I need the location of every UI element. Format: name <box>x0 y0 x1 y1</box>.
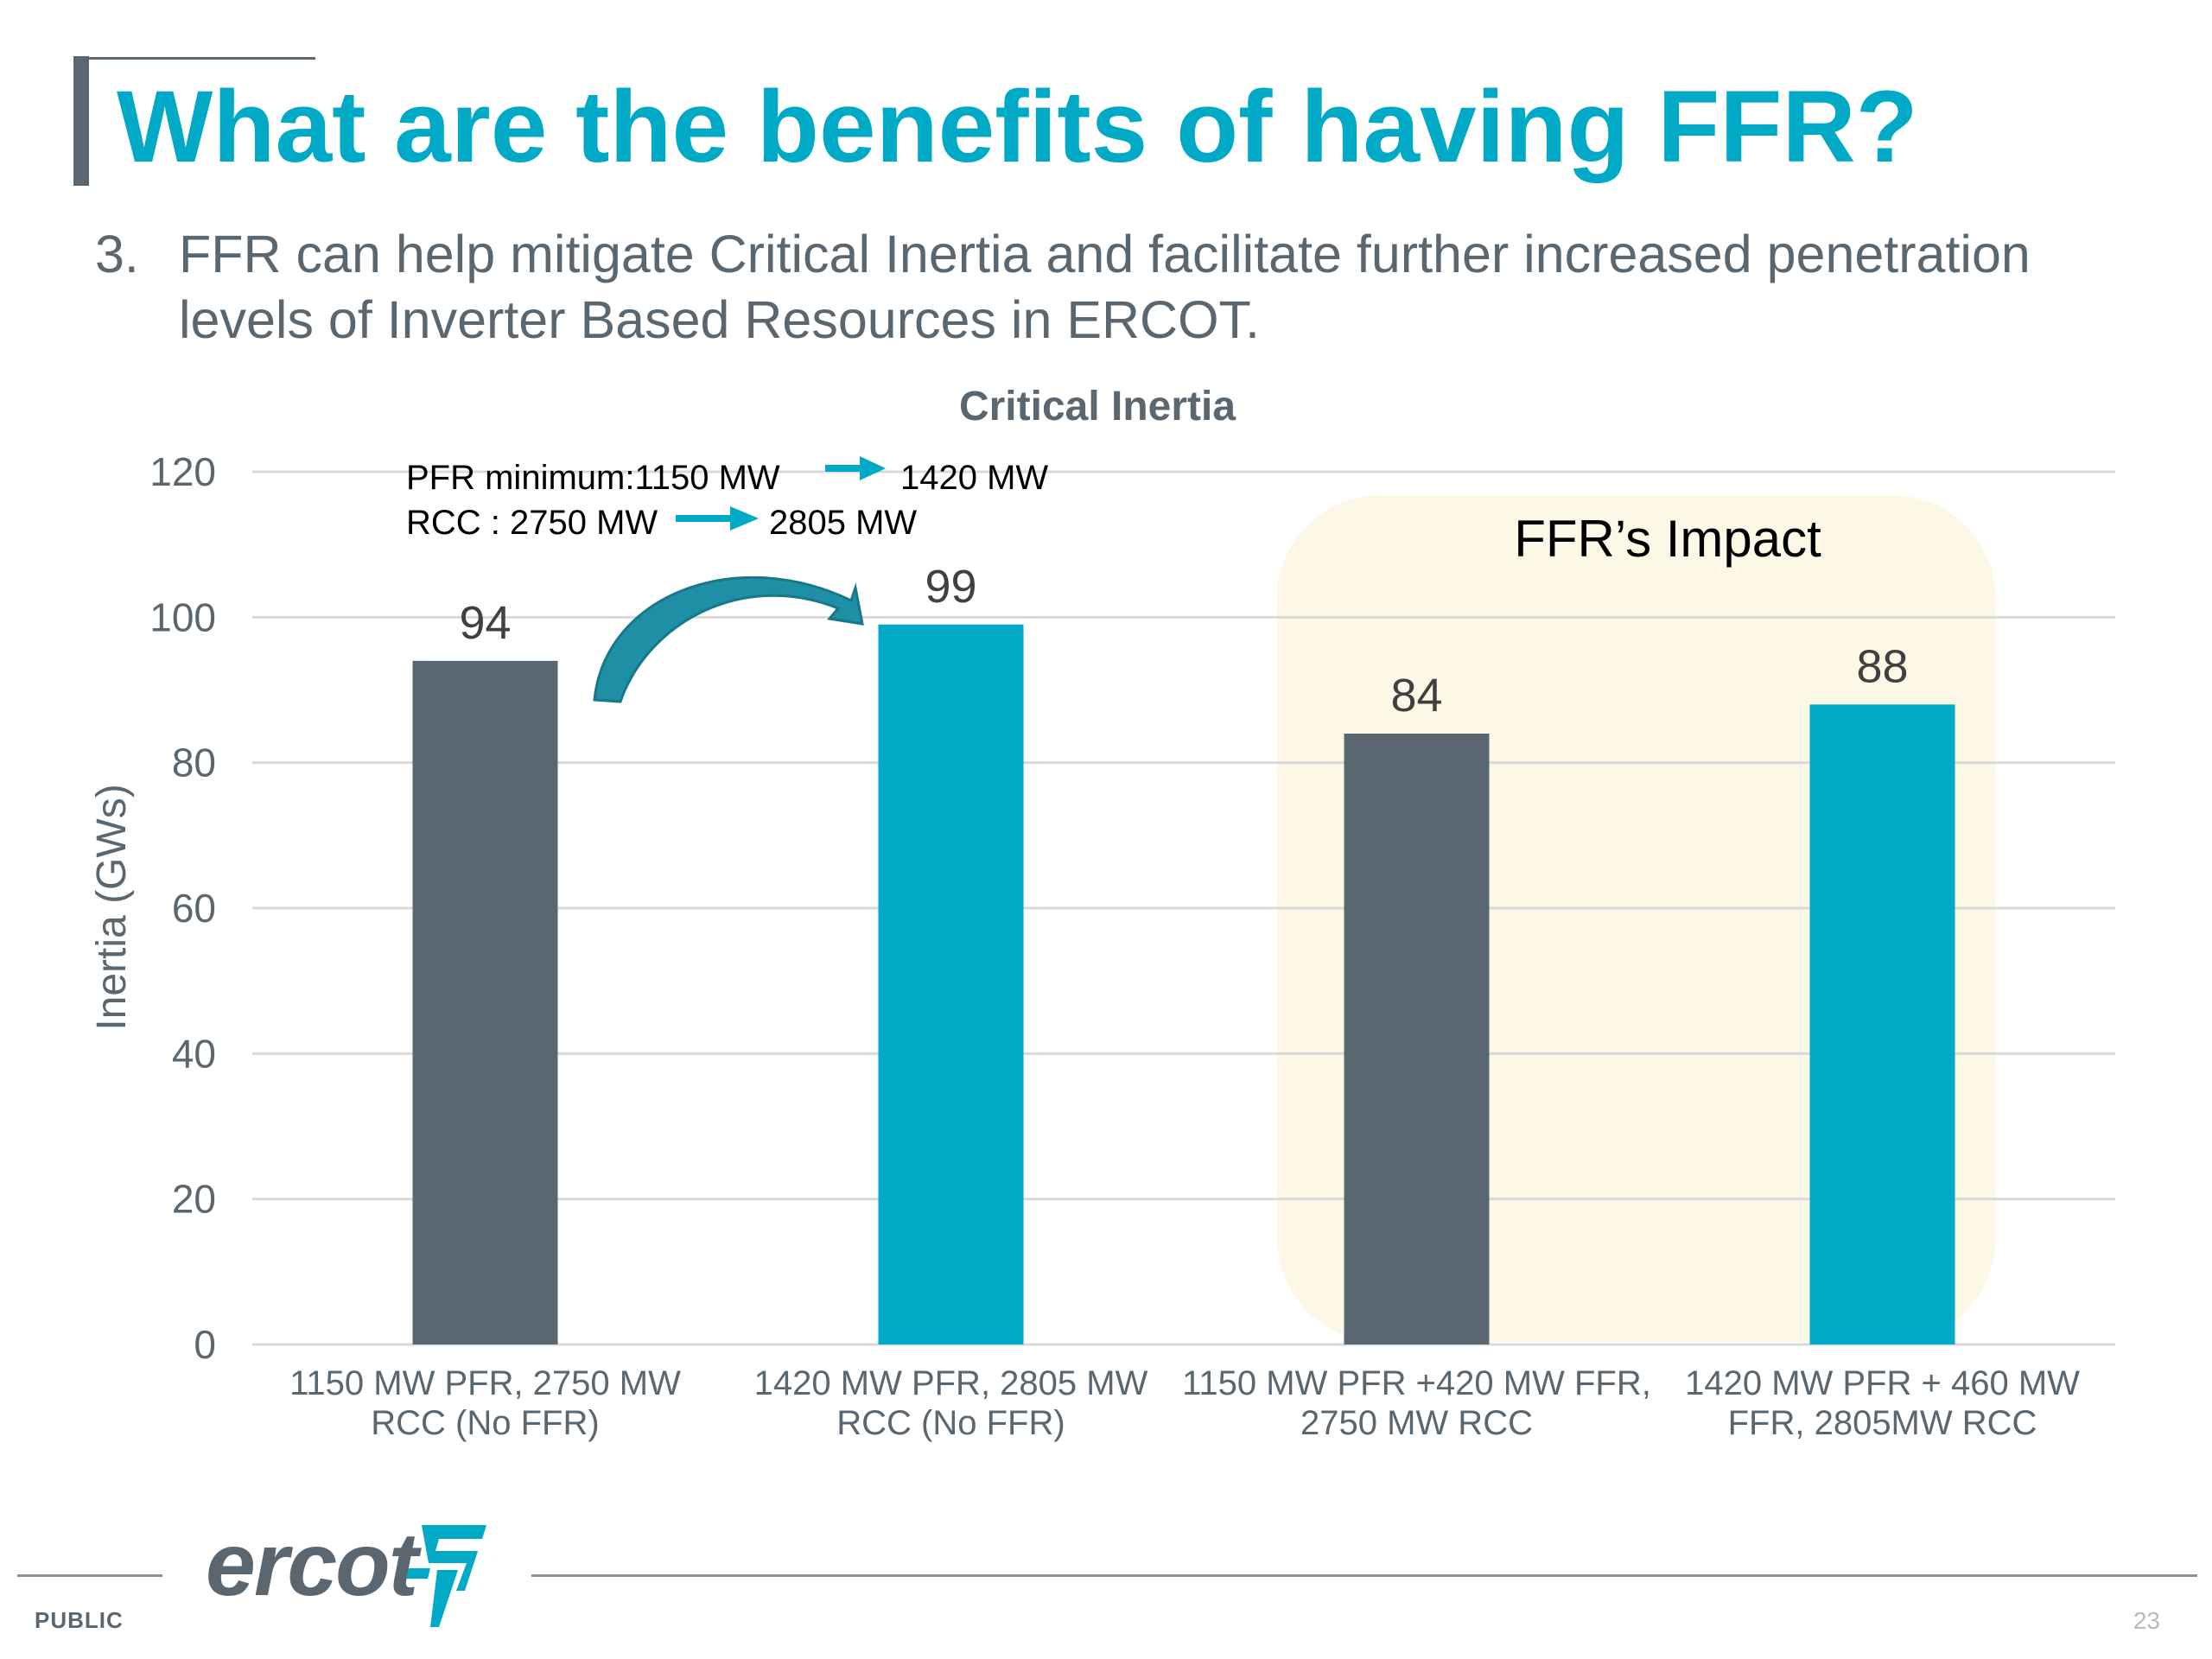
y-tick-label: 80 <box>172 741 216 785</box>
bullet-text: FFR can help mitigate Critical Inertia a… <box>179 225 2031 349</box>
pfr-arrow-head <box>860 456 886 480</box>
annotation-rcc-from: RCC : 2750 MW <box>406 504 658 542</box>
footer-divider-right <box>531 1574 2197 1577</box>
y-tick-label: 0 <box>194 1322 216 1367</box>
page-number: 23 <box>2133 1607 2160 1634</box>
x-tick-label: 1150 MW PFR, 2750 MW <box>289 1364 681 1402</box>
y-tick-label: 60 <box>172 886 216 931</box>
data-label: 88 <box>1856 640 1908 692</box>
bullet-point: 3. FFR can help mitigate Critical Inerti… <box>95 221 2082 353</box>
rcc-arrow-head <box>730 506 759 531</box>
classification-label: PUBLIC <box>35 1607 124 1633</box>
x-tick-label: RCC (No FFR) <box>371 1404 599 1442</box>
x-tick-label: 2750 MW RCC <box>1300 1404 1533 1442</box>
x-tick-label: RCC (No FFR) <box>836 1404 1065 1442</box>
bar <box>1809 704 1955 1344</box>
annotation-pfr-from: PFR minimum:1150 MW <box>406 459 780 497</box>
x-tick-label: 1420 MW PFR, 2805 MW <box>754 1364 1148 1402</box>
x-tick-label: FFR, 2805MW RCC <box>1728 1404 2037 1442</box>
footer-divider-left <box>17 1574 162 1577</box>
y-tick-label: 20 <box>172 1177 216 1222</box>
bullet-number: 3. <box>95 225 139 283</box>
bar <box>878 624 1024 1344</box>
ercot-logo-text: ercot <box>206 1515 418 1615</box>
title-accent-bar <box>73 56 89 186</box>
data-label: 94 <box>459 597 511 649</box>
slide-title: What are the benefits of having FFR? <box>117 70 1918 184</box>
annotation-rcc-to: 2805 MW <box>769 504 917 542</box>
y-tick-label: 40 <box>172 1031 216 1076</box>
ffr-impact-label: FFR’s Impact <box>1514 510 1821 568</box>
annotation-pfr-to: 1420 MW <box>900 459 1048 497</box>
data-label: 84 <box>1390 670 1442 721</box>
bar <box>412 660 558 1344</box>
chart-title: Critical Inertia <box>959 384 1236 429</box>
title-accent-line <box>73 57 315 60</box>
data-label: 99 <box>925 561 976 613</box>
x-tick-label: 1150 MW PFR +420 MW FFR, <box>1182 1364 1651 1402</box>
y-tick-label: 100 <box>149 594 216 639</box>
y-tick-label: 120 <box>149 449 216 494</box>
x-tick-label: 1420 MW PFR + 460 MW <box>1685 1364 2080 1402</box>
ercot-logo-icon <box>406 1525 486 1627</box>
bar <box>1344 734 1490 1344</box>
curved-transition-arrow <box>593 575 864 703</box>
y-axis-label: Inertia (GWs) <box>89 784 135 1030</box>
